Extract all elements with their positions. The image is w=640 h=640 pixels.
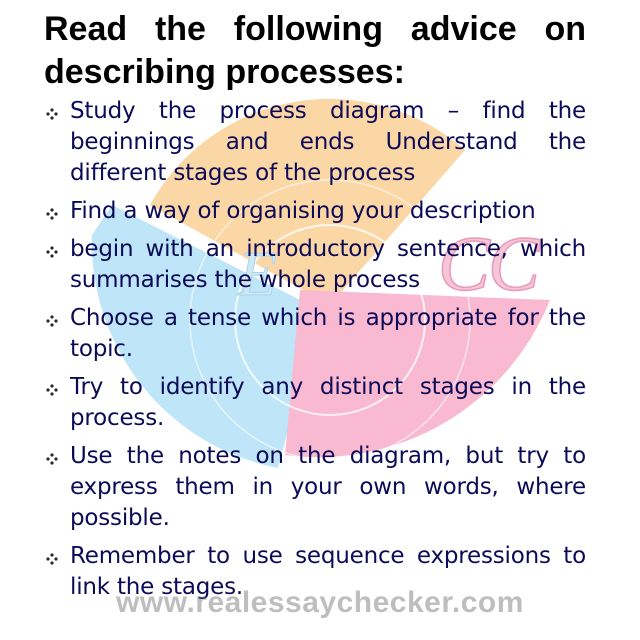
list-item: Remember to use sequence expressions to … (44, 541, 586, 603)
diamond-dots-icon (46, 453, 58, 465)
diamond-dots-icon (46, 108, 58, 120)
list-item-text: Use the notes on the diagram, but try to… (70, 443, 586, 531)
list-item-text: Find a way of organising your descriptio… (70, 198, 536, 224)
advice-list: Study the process diagram – find the beg… (44, 96, 586, 610)
diamond-dots-icon (46, 246, 58, 258)
list-item: begin with an introductory sentence, whi… (44, 234, 586, 296)
list-item: Choose a tense which is appropriate for … (44, 303, 586, 365)
list-item-text: Choose a tense which is appropriate for … (70, 305, 586, 362)
logo-orange-sector (150, 98, 465, 305)
list-item-text: Remember to use sequence expressions to … (70, 543, 586, 600)
diamond-dots-icon (46, 553, 58, 565)
list-item: Find a way of organising your descriptio… (44, 196, 586, 227)
logo-letter: C (438, 220, 491, 307)
logo-pink-sector (285, 290, 550, 458)
logo-blue-sector (91, 205, 320, 468)
list-item-text: Study the process diagram – find the beg… (70, 98, 586, 186)
diamond-dots-icon (46, 384, 58, 396)
watermark: www.realessaychecker.com (116, 586, 524, 619)
slide-title: Read the following advice on describing … (44, 10, 586, 91)
list-item-text: begin with an introductory sentence, whi… (70, 236, 586, 293)
logo-letter: E (237, 238, 277, 309)
logo-letter: C (488, 220, 541, 307)
list-item: Use the notes on the diagram, but try to… (44, 441, 586, 534)
list-item: Study the process diagram – find the beg… (44, 96, 586, 189)
list-item: Try to identify any distinct stages in t… (44, 372, 586, 434)
list-item-text: Try to identify any distinct stages in t… (70, 374, 586, 431)
diamond-dots-icon (46, 208, 58, 220)
diamond-dots-icon (46, 315, 58, 327)
